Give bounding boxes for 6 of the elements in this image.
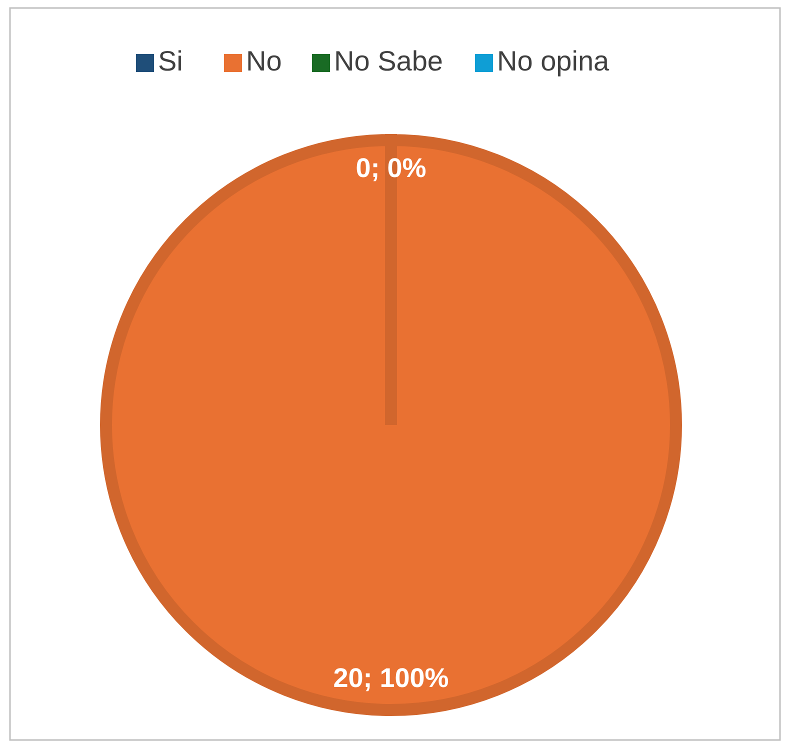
legend-label: Si	[158, 45, 183, 76]
legend-label: No	[246, 45, 282, 76]
legend-label: No opina	[497, 45, 610, 76]
text: 0; 0%	[356, 153, 426, 184]
legend-label: No Sabe	[334, 45, 443, 76]
data-label: 20; 100%	[333, 663, 449, 694]
